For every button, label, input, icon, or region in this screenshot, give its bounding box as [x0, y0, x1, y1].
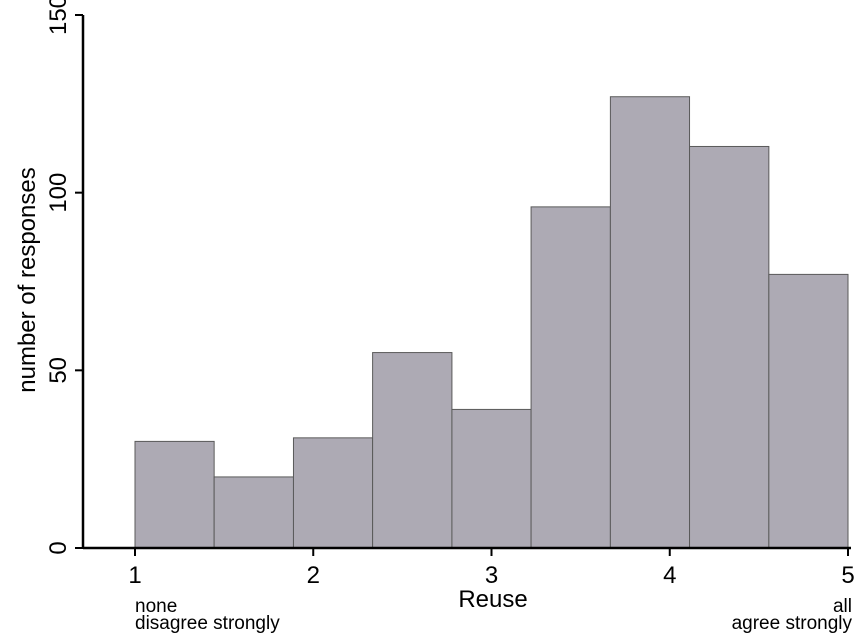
y-tick-label: 150: [45, 0, 72, 35]
annotation-low-line2: disagree strongly: [135, 613, 280, 634]
x-tick-label: 2: [307, 562, 320, 589]
x-tick-label: 1: [128, 562, 141, 589]
y-tick-label: 50: [45, 357, 72, 384]
x-axis-high-annotation: all agree strongly: [731, 596, 852, 634]
y-tick-label: 0: [45, 541, 72, 554]
histogram-bar-9: [768, 273, 849, 549]
histogram-bar-4: [372, 352, 453, 549]
annotation-high-line2: agree strongly: [731, 613, 852, 634]
histogram-bar-6: [530, 206, 611, 549]
histogram-bar-8: [689, 145, 770, 549]
histogram-bar-3: [292, 437, 374, 549]
annotation-high-line1: all: [832, 596, 852, 617]
y-ticks-group: 0 50 100 150: [45, 0, 83, 555]
x-axis-title: Reuse: [458, 586, 527, 613]
annotation-low-line1: none: [135, 596, 178, 617]
axes-group: [81, 15, 851, 550]
x-tick-label: 4: [663, 562, 676, 589]
y-axis-title: number of responses: [14, 167, 41, 392]
histogram-bar-1: [134, 440, 215, 549]
x-tick-label: 3: [485, 562, 498, 589]
x-axis-low-annotation: none disagree strongly: [135, 596, 280, 634]
bars-group: [134, 96, 849, 549]
histogram-bar-7: [609, 96, 691, 549]
x-ticks-group: 1 2 3 4 5: [128, 548, 855, 589]
y-tick-label: 100: [45, 173, 72, 213]
histogram-bar-2: [213, 476, 294, 549]
x-tick-label: 5: [841, 562, 854, 589]
histogram-bar-5: [451, 408, 532, 549]
